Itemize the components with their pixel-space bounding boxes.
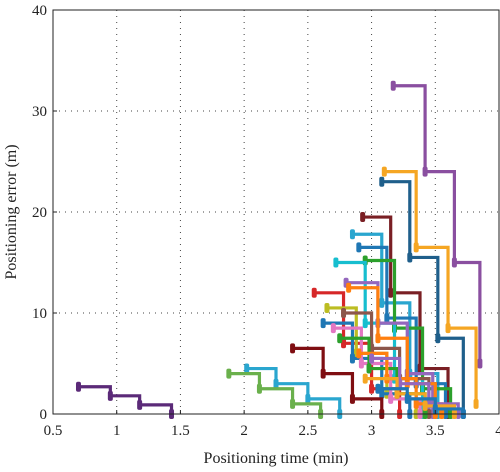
data-point: [107, 390, 113, 401]
data-point: [413, 398, 419, 409]
series-step-path: [246, 366, 342, 414]
data-point: [273, 378, 279, 389]
data-point: [445, 323, 451, 334]
data-point: [451, 257, 457, 268]
x-tick-label: 2: [240, 423, 248, 439]
data-point: [244, 363, 250, 374]
data-point: [362, 373, 368, 384]
series-step-path: [346, 281, 435, 414]
data-point: [422, 400, 428, 411]
series-line: [290, 343, 385, 419]
data-point: [435, 333, 441, 344]
data-point: [349, 229, 355, 240]
data-point: [356, 242, 362, 253]
x-axis-title: Positioning time (min): [204, 450, 349, 467]
data-point: [388, 287, 394, 298]
series-step-path: [365, 258, 453, 414]
series-line: [226, 368, 324, 419]
series-step-path: [348, 286, 437, 414]
y-tick-label: 40: [32, 3, 47, 19]
data-point: [349, 393, 355, 404]
data-point: [226, 368, 232, 379]
series-step-path: [358, 245, 448, 414]
data-point: [349, 353, 355, 364]
series-step-path: [377, 387, 465, 414]
series-layer: [75, 80, 483, 419]
data-point: [375, 333, 381, 344]
data-point: [366, 363, 372, 374]
data-point: [379, 388, 385, 399]
data-point: [333, 257, 339, 268]
series-line: [75, 381, 175, 419]
series-step-path: [381, 180, 465, 414]
series-step-path: [393, 84, 482, 364]
data-point: [379, 297, 385, 308]
data-point: [375, 383, 381, 394]
data-point: [346, 282, 352, 293]
data-point: [477, 358, 483, 369]
y-tick-label: 0: [40, 407, 48, 423]
series-line: [244, 363, 343, 419]
data-point: [422, 166, 428, 177]
data-point: [341, 308, 347, 318]
series-step-path: [228, 372, 323, 414]
series-step-path: [343, 311, 431, 414]
y-tick-label: 30: [32, 104, 47, 120]
data-point: [75, 381, 81, 392]
data-point: [330, 323, 336, 334]
data-point: [290, 343, 296, 354]
data-point: [407, 252, 413, 263]
series-step-path: [384, 170, 478, 404]
series-line: [375, 383, 466, 419]
data-point: [337, 333, 343, 344]
x-tick-label: 2.5: [298, 423, 317, 439]
series-line: [381, 166, 479, 409]
data-point: [379, 176, 385, 187]
data-point: [390, 80, 396, 91]
data-point: [324, 302, 330, 313]
x-tick-label: 4: [495, 423, 500, 439]
data-point: [369, 353, 375, 364]
data-point: [311, 287, 317, 298]
data-point: [432, 403, 438, 414]
series-step-path: [292, 346, 384, 414]
x-tick-label: 1: [113, 423, 121, 439]
series-line: [362, 373, 457, 419]
data-point: [356, 348, 362, 359]
data-point: [360, 212, 366, 223]
data-point: [137, 399, 143, 410]
data-point: [413, 242, 419, 253]
x-tick-label: 0.5: [44, 423, 63, 439]
series-step-path: [365, 377, 456, 414]
data-point: [381, 166, 387, 177]
series-line: [390, 80, 483, 369]
data-point: [404, 393, 410, 404]
y-tick-label: 20: [32, 205, 47, 221]
data-point: [362, 318, 368, 329]
y-axis-title: Positioning error (m): [3, 144, 20, 279]
data-point: [358, 358, 364, 369]
data-point: [256, 383, 262, 394]
x-tick-label: 1.5: [171, 423, 190, 439]
data-point: [305, 393, 311, 404]
data-point: [384, 313, 390, 324]
series-step-path: [371, 356, 460, 414]
data-point: [290, 398, 296, 409]
data-point: [320, 318, 326, 329]
data-point: [320, 368, 326, 379]
data-point: [341, 338, 347, 349]
data-point: [473, 398, 479, 409]
series-step-path: [352, 232, 440, 414]
data-point: [388, 393, 394, 404]
series-step-path: [362, 215, 450, 414]
y-tick-label: 10: [32, 306, 47, 322]
data-point: [394, 388, 400, 399]
series-step-path: [78, 385, 174, 414]
x-tick-label: 3: [368, 423, 376, 439]
data-point: [369, 383, 375, 394]
x-tick-label: 3.5: [426, 423, 445, 439]
grid: [53, 10, 499, 414]
